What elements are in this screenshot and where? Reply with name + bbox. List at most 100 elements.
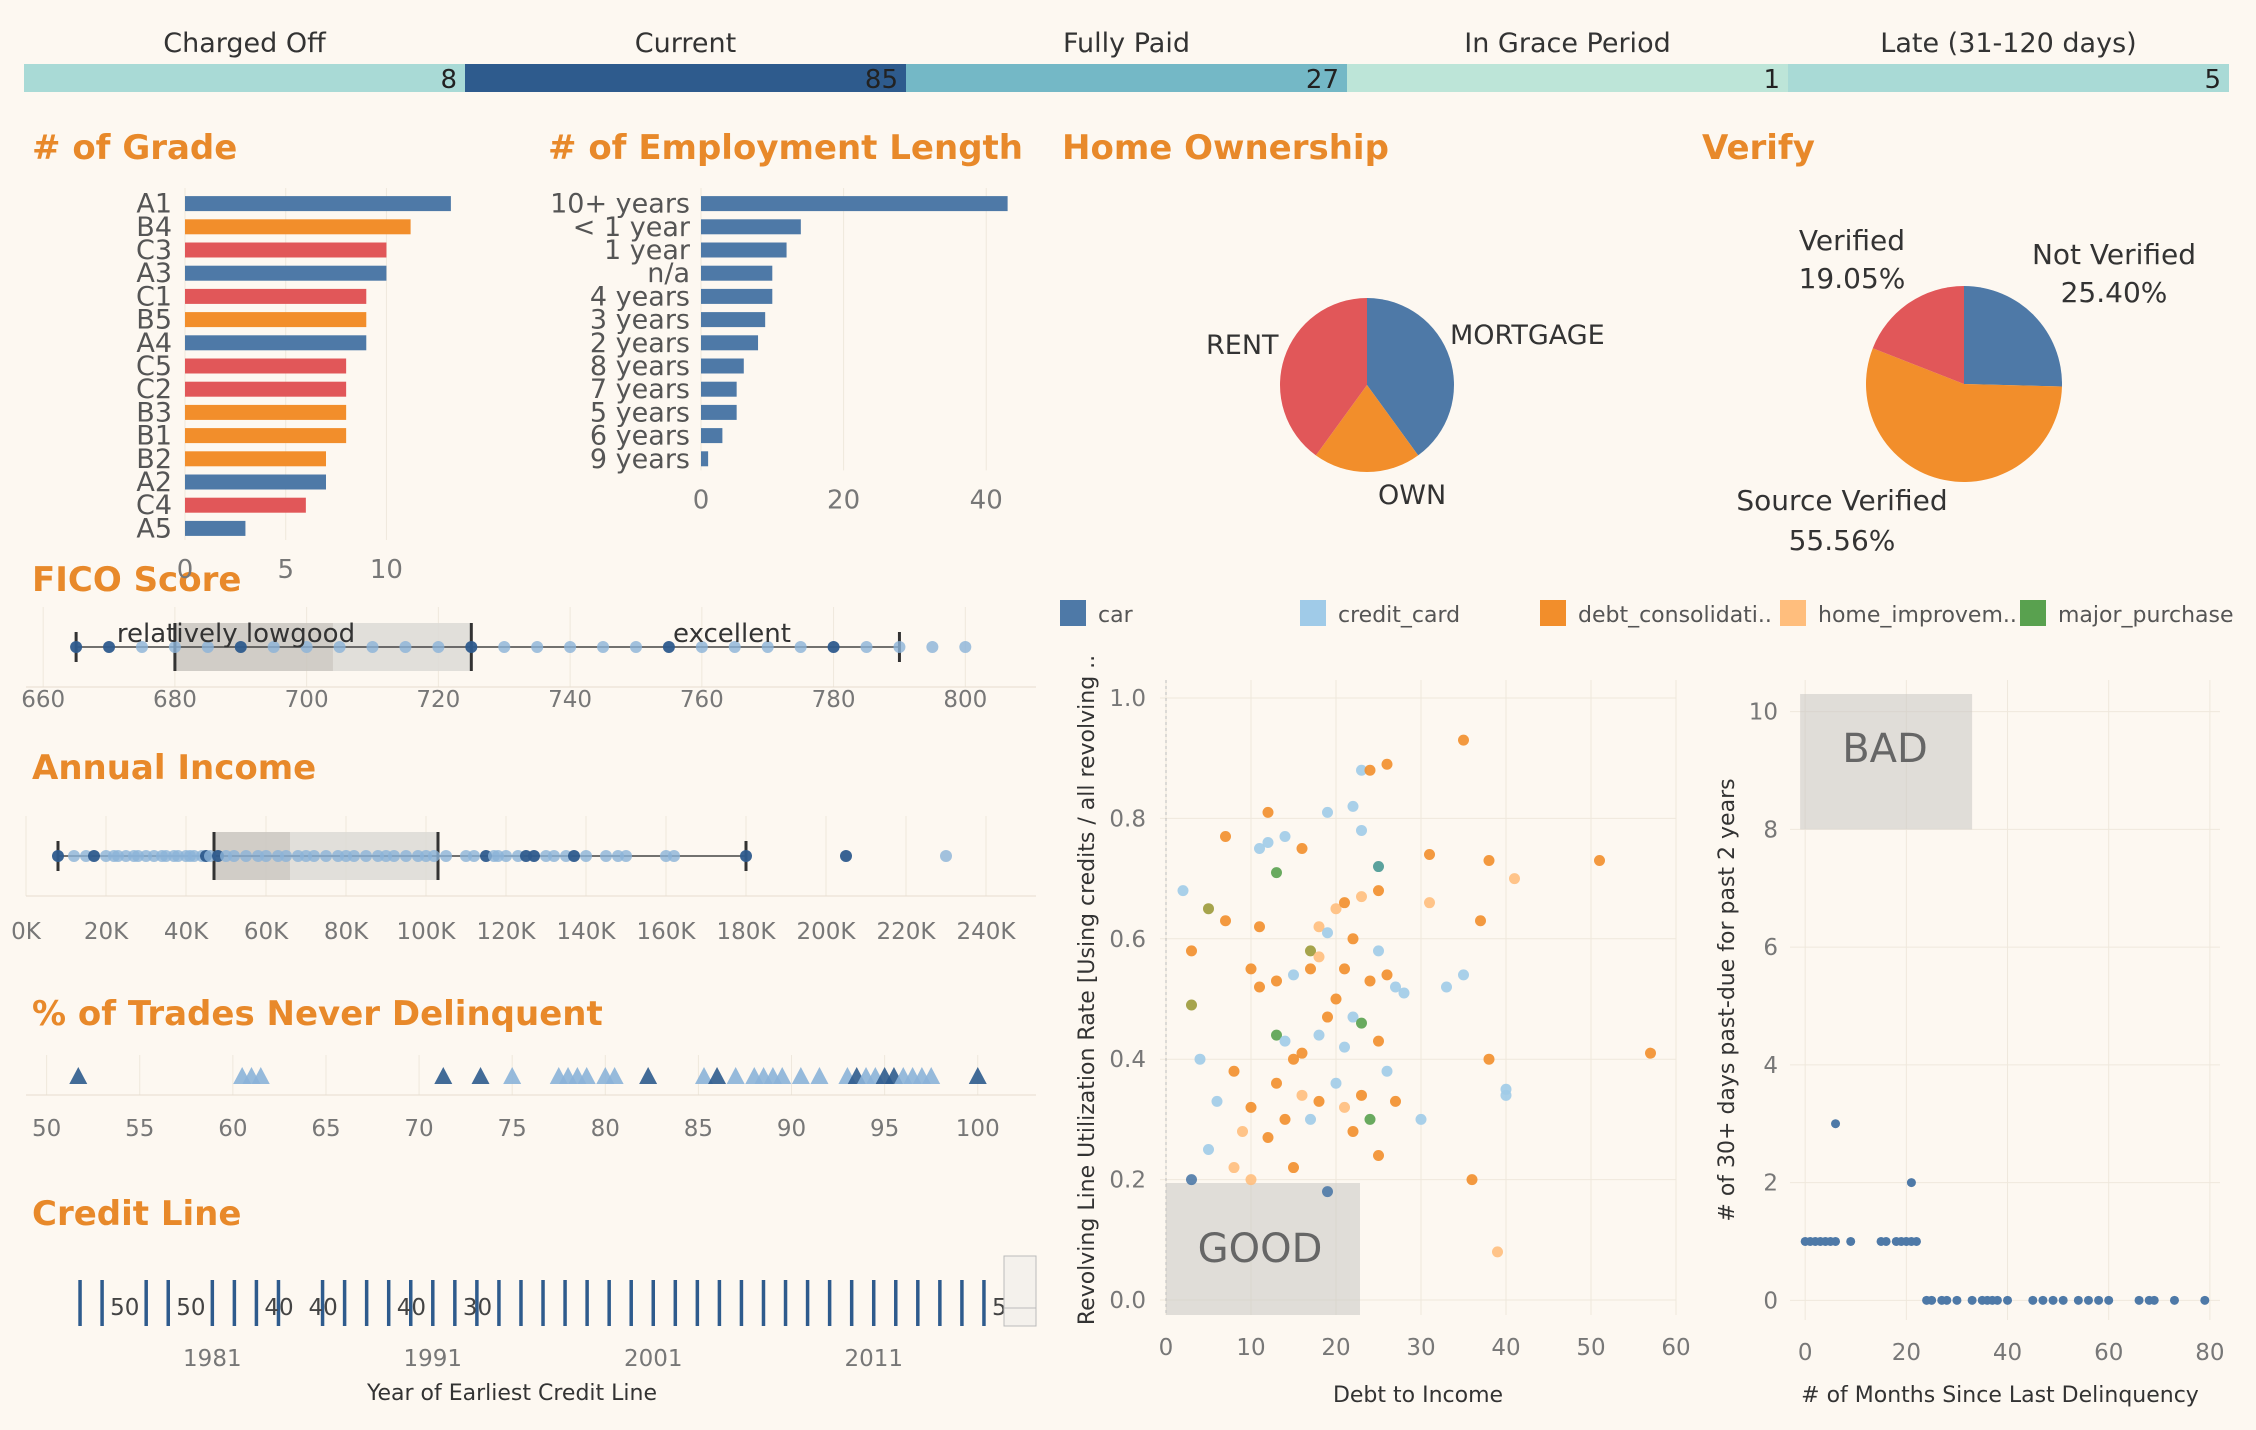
y-category-label: C2 [136, 374, 172, 405]
scatter-point [1330, 1077, 1342, 1089]
pie-pct-not-verified: 25.40% [2061, 276, 2168, 309]
bar [701, 428, 723, 444]
x-tick-label: 120K [477, 919, 537, 945]
data-point [600, 850, 612, 862]
y-tick-label: 4 [1763, 1053, 1778, 1079]
bad-region [1800, 694, 1973, 830]
pie-label-source-verified: Source Verified [1736, 484, 1947, 517]
x-tick-label: 660 [21, 687, 65, 713]
data-point-triangle [922, 1067, 941, 1084]
data-point-triangle [605, 1067, 624, 1084]
x-tick-label: 55 [125, 1116, 154, 1142]
scatter-point [2048, 1295, 2058, 1305]
bar [701, 404, 737, 420]
y-tick-label: 1.0 [1109, 686, 1146, 712]
scatter-point [1415, 1113, 1427, 1125]
status-segment-bar [906, 64, 1347, 92]
bar [185, 288, 367, 304]
scatter-point [1356, 1089, 1367, 1101]
scatter-point [1483, 855, 1495, 867]
x-tick-label: 20 [1321, 1335, 1350, 1361]
x-tick-label: 100K [397, 919, 457, 945]
x-tick-label: 680 [153, 687, 197, 713]
bar [185, 265, 387, 281]
data-point [201, 641, 214, 653]
bar [701, 451, 709, 467]
y-tick-label: 2 [1763, 1171, 1778, 1197]
data-point [68, 850, 80, 862]
data-point-triangle [251, 1067, 270, 1084]
fico-band-label: relatively lowgood [117, 619, 355, 649]
bad-annotation: BAD [1842, 726, 1928, 772]
data-point [52, 850, 64, 862]
scatter-point [1254, 843, 1265, 854]
x-tick-label: 800 [943, 687, 987, 713]
data-point [940, 850, 952, 862]
scatter-point [1492, 1246, 1503, 1258]
data-point [234, 641, 247, 653]
pie-slice [1964, 286, 2062, 387]
scatter-point [1330, 903, 1342, 915]
home-ownership-title: Home Ownership [1062, 128, 1389, 168]
scatter-point [1347, 1011, 1359, 1023]
pie-slice [1872, 286, 1964, 384]
scatter-point [1313, 921, 1325, 933]
x-tick-label: 40 [970, 485, 1003, 515]
x-tick-label: 0 [177, 555, 194, 585]
data-point [280, 850, 292, 862]
data-point [827, 641, 840, 653]
scatter-point [1203, 903, 1214, 915]
data-point [228, 850, 240, 862]
data-point [400, 850, 412, 862]
data-point [366, 641, 379, 653]
scatter-point [1339, 963, 1350, 975]
scatter-point [1271, 1029, 1282, 1041]
data-point [860, 641, 873, 653]
data-point [840, 850, 852, 862]
scatter-x-axis-title: Debt to Income [1333, 1383, 1503, 1408]
scatter-point [1237, 1125, 1248, 1137]
y-tick-label: 0.0 [1109, 1288, 1146, 1314]
data-point [564, 641, 577, 653]
y-category-label: C3 [136, 235, 172, 266]
scatter-point [1339, 1101, 1350, 1113]
status-segment-count: 85 [865, 65, 898, 95]
scatter-point [1381, 758, 1393, 770]
scatter-point [1356, 824, 1367, 836]
scatter-point [1347, 1125, 1359, 1137]
scatter-point [1220, 915, 1231, 927]
scatter-point [1245, 1101, 1257, 1113]
scatter-point [1305, 945, 1316, 957]
x-tick-label: 740 [548, 687, 592, 713]
y-category-label: A2 [136, 467, 172, 498]
credit-line-count-label: 40 [397, 1295, 426, 1321]
credit-line-count-label: 40 [264, 1295, 293, 1321]
scatter-point [1911, 1236, 1921, 1246]
y-category-label: 2 years [590, 328, 690, 359]
data-point-triangle [639, 1067, 658, 1084]
scatter-point [1458, 734, 1469, 746]
y-category-label: 4 years [590, 281, 690, 312]
x-tick-label: 780 [812, 687, 856, 713]
legend-label: credit_card [1338, 603, 1460, 628]
y-tick-label: 0.4 [1109, 1047, 1146, 1073]
scatter-point [1262, 806, 1274, 818]
pie-slice [1315, 385, 1419, 472]
y-category-label: n/a [647, 258, 690, 289]
scatter2-y-axis-title: # of 30+ days past-due for past 2 years [1715, 778, 1740, 1221]
bar [185, 358, 347, 374]
x-tick-label: 0 [1159, 1335, 1174, 1361]
scatter-point [1254, 921, 1265, 933]
x-tick-label: 75 [498, 1116, 527, 1142]
data-point-triangle [791, 1067, 810, 1084]
legend-swatch [1060, 600, 1086, 626]
scatter-point [1381, 969, 1393, 981]
y-category-label: 6 years [590, 421, 690, 452]
scatter-point [1441, 981, 1452, 993]
status-segment-label: Charged Off [163, 28, 327, 59]
scatter-point [1373, 861, 1384, 873]
scatter-point [2058, 1295, 2068, 1305]
bar [185, 219, 411, 235]
scatter-point [1831, 1236, 1841, 1246]
x-tick-label: 20 [1892, 1340, 1921, 1366]
